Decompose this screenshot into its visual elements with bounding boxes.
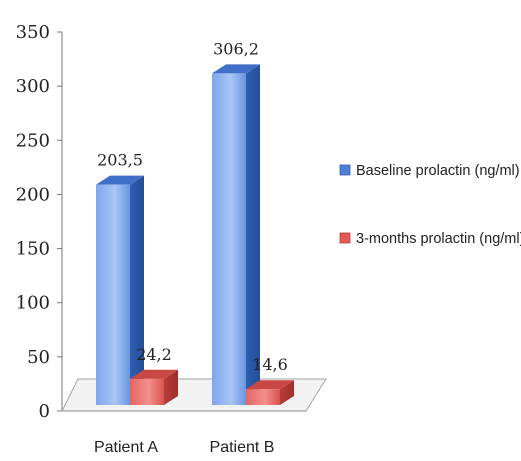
bar-top xyxy=(246,380,294,390)
bar-front xyxy=(212,73,246,406)
bar-side xyxy=(130,175,144,405)
x-category-label: Patient B xyxy=(210,439,275,456)
y-tick-label: 300 xyxy=(16,76,50,97)
y-tick-label: 0 xyxy=(39,401,50,422)
y-tick-label: 50 xyxy=(27,347,50,368)
y-tick-label: 200 xyxy=(16,184,50,205)
legend-label: 3-months prolactin (ng/ml) xyxy=(356,231,521,247)
legend: Baseline prolactin (ng/ml) 3-months prola… xyxy=(339,163,521,247)
data-label: 14,6 xyxy=(252,355,288,374)
legend-label: Baseline prolactin (ng/ml) xyxy=(356,163,520,179)
bar-side xyxy=(280,380,294,405)
legend-swatch xyxy=(339,164,351,176)
y-tick-label: 150 xyxy=(16,239,50,260)
x-category-label: Patient A xyxy=(94,439,158,456)
data-label: 24,2 xyxy=(136,345,172,364)
axis-layer: 0 50 100 150 200 250 300 350 xyxy=(16,22,63,422)
bar-top xyxy=(212,64,260,74)
bar-top xyxy=(130,369,178,379)
bar-front xyxy=(130,378,164,405)
bar-side xyxy=(246,64,260,406)
bar-side xyxy=(164,369,178,405)
bar-top xyxy=(96,175,144,185)
data-label: 203,5 xyxy=(97,151,143,170)
bar-front xyxy=(96,184,130,405)
y-tick-label: 100 xyxy=(16,293,50,314)
y-tick-label: 350 xyxy=(16,22,50,43)
legend-swatch xyxy=(339,232,351,244)
y-tick-label: 250 xyxy=(16,130,50,151)
bar-front xyxy=(246,389,280,405)
labels-layer: 203,5 24,2 Patient A 306,2 14,6 Patient B xyxy=(94,39,288,456)
bars-layer xyxy=(96,64,294,406)
data-label: 306,2 xyxy=(213,39,259,58)
